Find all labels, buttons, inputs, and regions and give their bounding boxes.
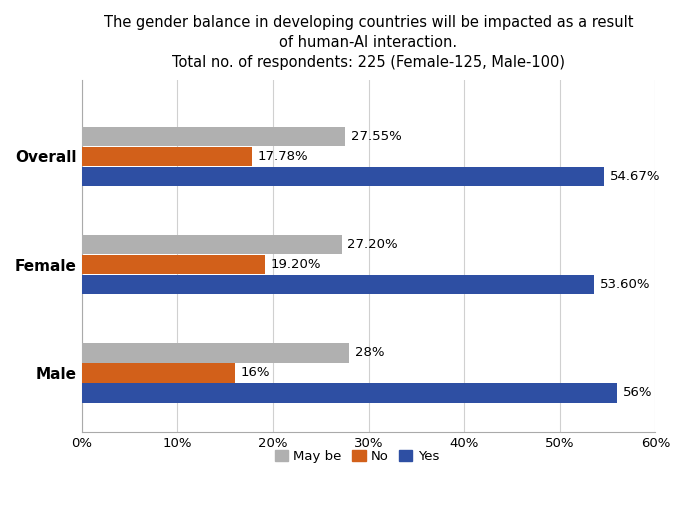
- Text: 19.20%: 19.20%: [271, 258, 321, 271]
- Bar: [82, 255, 265, 274]
- Title: The gender balance in developing countries will be impacted as a result
of human: The gender balance in developing countri…: [103, 15, 633, 70]
- Bar: [82, 363, 235, 383]
- Text: 17.78%: 17.78%: [258, 150, 308, 163]
- Bar: [82, 147, 251, 166]
- Text: 28%: 28%: [355, 346, 385, 359]
- Bar: [82, 383, 617, 402]
- Text: 54.67%: 54.67%: [610, 170, 660, 183]
- Bar: [82, 235, 342, 254]
- Text: 27.20%: 27.20%: [347, 238, 398, 251]
- Bar: [82, 166, 604, 186]
- Bar: [82, 275, 594, 294]
- Legend: May be, No, Yes: May be, No, Yes: [270, 445, 445, 468]
- Bar: [82, 126, 345, 146]
- Text: 56%: 56%: [623, 386, 652, 399]
- Bar: [82, 343, 349, 362]
- Text: 16%: 16%: [240, 366, 270, 379]
- Text: 53.60%: 53.60%: [600, 278, 650, 291]
- Text: 27.55%: 27.55%: [351, 130, 401, 143]
